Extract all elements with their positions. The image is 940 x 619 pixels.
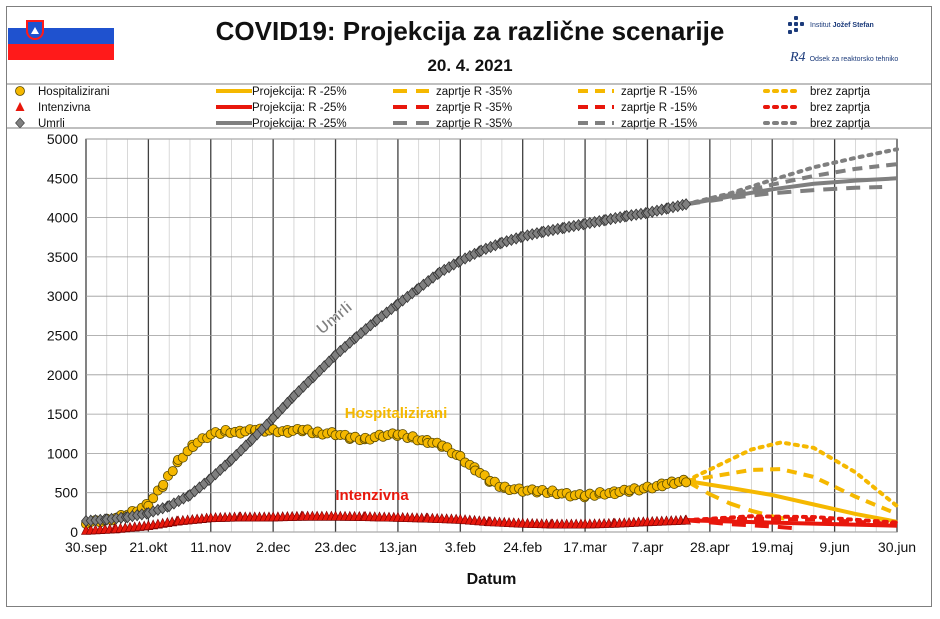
x-tick-label: 2.dec — [256, 539, 290, 555]
legend-marker-diamond — [15, 117, 25, 129]
chart-date: 20. 4. 2021 — [427, 56, 513, 75]
x-tick-label: 24.feb — [503, 539, 542, 555]
y-tick-label: 0 — [70, 524, 78, 540]
legend-item-label: Projekcija: R -25% — [252, 102, 347, 114]
y-tick-label: 3500 — [47, 249, 78, 265]
y-tick-label: 2500 — [47, 328, 78, 344]
projection-line-umrli-dot — [684, 147, 899, 207]
legend-marker-circle — [15, 86, 25, 96]
projection-line-hospitalizirani-dot — [684, 440, 899, 509]
hospitalizirani-point — [167, 466, 178, 477]
legend-label: Umrli — [38, 118, 65, 130]
hospitalizirani-point — [681, 477, 692, 488]
y-tick-label: 3000 — [47, 288, 78, 304]
projection-line-intenzivna-long-dash — [685, 518, 794, 531]
y-tick-label: 500 — [55, 485, 79, 501]
x-tick-label: 21.okt — [129, 539, 167, 555]
legend-label: Intenzivna — [38, 102, 91, 114]
umrli-point — [681, 198, 692, 211]
projection-line-umrli-long-dash — [685, 184, 883, 207]
x-tick-label: 23.dec — [315, 539, 357, 555]
x-axis-label: Datum — [467, 571, 517, 588]
legend-item-label: zaprtje R -15% — [621, 86, 697, 98]
y-tick-label: 4000 — [47, 210, 78, 226]
intenzivna-point — [681, 514, 692, 525]
r4-logo: R4 Odsek za reaktorsko tehniko — [790, 50, 898, 66]
x-tick-label: 30.sep — [65, 539, 107, 555]
x-tick-label: 9.jun — [819, 539, 849, 555]
x-tick-label: 3.feb — [445, 539, 476, 555]
annotation-intenzivna: Intenzivna — [335, 487, 409, 504]
legend-item-label: Projekcija: R -25% — [252, 86, 347, 98]
x-tick-label: 28.apr — [690, 539, 730, 555]
r4-logo-mark: R4 — [790, 50, 806, 65]
y-tick-label: 5000 — [47, 131, 78, 147]
legend-item-label: Projekcija: R -25% — [252, 118, 347, 130]
legend-item-label: zaprtje R -15% — [621, 118, 697, 130]
x-tick-label: 17.mar — [563, 539, 607, 555]
hospitalizirani-point — [158, 479, 169, 490]
ijs-logo-icon — [788, 16, 804, 36]
x-tick-label: 19.maj — [751, 539, 793, 555]
legend-marker-triangle — [15, 102, 25, 111]
x-tick-label: 30.jun — [878, 539, 916, 555]
legend-label: Hospitalizirani — [38, 86, 110, 98]
legend-item-label: brez zaprtja — [810, 86, 871, 98]
y-tick-label: 1500 — [47, 406, 78, 422]
slovenia-flag-icon — [8, 12, 114, 60]
y-tick-label: 1000 — [47, 445, 78, 461]
x-tick-label: 7.apr — [632, 539, 664, 555]
projection-line-intenzivna-dot — [684, 514, 899, 525]
annotation-hospitalizirani: Hospitalizirani — [345, 405, 448, 422]
legend-item-label: brez zaprtja — [810, 118, 871, 130]
y-tick-label: 2000 — [47, 367, 78, 383]
coat-of-arms-icon — [26, 20, 44, 40]
x-tick-label: 13.jan — [379, 539, 417, 555]
x-tick-label: 11.nov — [190, 539, 231, 555]
legend-item-label: brez zaprtja — [810, 102, 871, 114]
legend-item-label: zaprtje R -15% — [621, 102, 697, 114]
projection-line-hospitalizirani-solid — [685, 478, 898, 524]
hospitalizirani-point — [148, 493, 159, 504]
legend-item-label: zaprtje R -35% — [436, 118, 512, 130]
projection-line-hospitalizirani-dash — [685, 467, 898, 516]
legend-item-label: zaprtje R -35% — [436, 102, 512, 114]
legend-item-label: zaprtje R -35% — [436, 86, 512, 98]
ijs-logo-text: Institut Jožef Stefan — [810, 22, 874, 29]
chart-title: COVID19: Projekcija za različne scenarij… — [215, 16, 725, 46]
y-tick-label: 4500 — [47, 170, 78, 186]
r4-logo-text: Odsek za reaktorsko tehniko — [809, 56, 899, 63]
